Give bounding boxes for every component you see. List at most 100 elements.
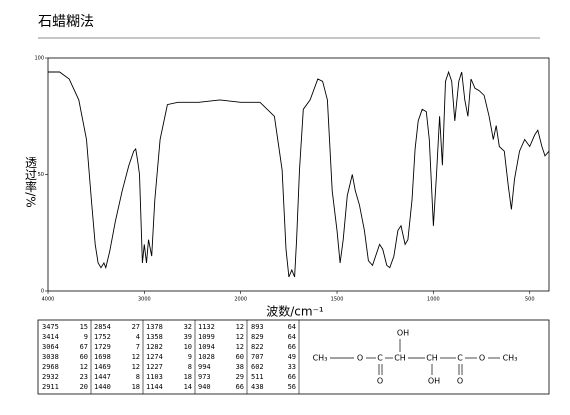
table-cell: 822 bbox=[251, 343, 264, 351]
atom: OH bbox=[428, 377, 440, 386]
table-cell: 12 bbox=[132, 363, 140, 371]
table-cell: 602 bbox=[251, 363, 264, 371]
table-cell: 18 bbox=[184, 373, 192, 381]
table-cell: 8 bbox=[188, 363, 192, 371]
x-tick-label: 1000 bbox=[427, 297, 440, 303]
table-frame bbox=[37, 319, 550, 395]
table-cell: 56 bbox=[288, 383, 296, 391]
table-cell: 9 bbox=[84, 333, 88, 341]
table-cell: 893 bbox=[251, 323, 264, 331]
y-tick-label: 100 bbox=[34, 56, 44, 62]
atom: CH₃ bbox=[503, 354, 518, 363]
atom: O bbox=[479, 354, 485, 363]
table-cell: 3475 bbox=[42, 323, 59, 331]
table-cell: 64 bbox=[288, 323, 296, 331]
atom: C bbox=[457, 354, 463, 363]
table-cell: 1099 bbox=[198, 333, 215, 341]
table-cell: 1274 bbox=[146, 353, 163, 361]
atom: C bbox=[377, 354, 383, 363]
y-axis-label: 透过率/% bbox=[24, 156, 38, 208]
table-cell: 511 bbox=[251, 373, 264, 381]
x-tick-label: 500 bbox=[525, 297, 535, 303]
table-cell: 60 bbox=[80, 353, 88, 361]
atom: OH bbox=[397, 329, 409, 338]
y-tick-label: 50 bbox=[38, 172, 44, 178]
x-tick-label: 3000 bbox=[138, 297, 151, 303]
x-axis-label: 波数/cm⁻¹ bbox=[266, 304, 324, 319]
table-cell: 1378 bbox=[146, 323, 163, 331]
atom: O bbox=[377, 377, 383, 386]
table-cell: 1469 bbox=[94, 363, 111, 371]
atom: O bbox=[457, 377, 463, 386]
table-cell: 12 bbox=[80, 363, 88, 371]
x-tick-label: 1500 bbox=[331, 297, 344, 303]
plot-frame bbox=[47, 57, 550, 292]
table-dividers bbox=[90, 320, 300, 394]
table-cell: 1028 bbox=[198, 353, 215, 361]
table-cell: 994 bbox=[198, 363, 211, 371]
table-cell: 10 bbox=[184, 343, 192, 351]
table-cell: 7 bbox=[136, 343, 140, 351]
x-tick-label: 4000 bbox=[42, 297, 55, 303]
atom: CH₃ bbox=[313, 354, 328, 363]
table-cell: 1440 bbox=[94, 383, 111, 391]
table-cell: 707 bbox=[251, 353, 264, 361]
table-cell: 1132 bbox=[198, 323, 215, 331]
table-cell: 15 bbox=[80, 323, 88, 331]
table-cell: 49 bbox=[288, 353, 296, 361]
table-cell: 1447 bbox=[94, 373, 111, 381]
table-cell: 66 bbox=[236, 383, 244, 391]
table-cell: 4 bbox=[136, 333, 140, 341]
structure-bonds bbox=[330, 339, 500, 375]
table-cell: 60 bbox=[236, 353, 244, 361]
table-cell: 3064 bbox=[42, 343, 59, 351]
table-cell: 1358 bbox=[146, 333, 163, 341]
spectrum-line bbox=[48, 70, 550, 278]
table-cell: 1752 bbox=[94, 333, 111, 341]
table-cell: 8 bbox=[136, 373, 140, 381]
atom: CH bbox=[394, 354, 406, 363]
table-cell: 39 bbox=[184, 333, 192, 341]
table-cell: 23 bbox=[80, 373, 88, 381]
table-cell: 12 bbox=[236, 343, 244, 351]
table-cell: 20 bbox=[80, 383, 88, 391]
table-cell: 1698 bbox=[94, 353, 111, 361]
table-cell: 32 bbox=[184, 323, 192, 331]
table-cell: 3038 bbox=[42, 353, 59, 361]
table-cell: 38 bbox=[236, 363, 244, 371]
table-cell: 973 bbox=[198, 373, 211, 381]
table-cell: 66 bbox=[288, 373, 296, 381]
table-cell: 29 bbox=[236, 373, 244, 381]
table-cell: 438 bbox=[251, 383, 264, 391]
table-cell: 14 bbox=[184, 383, 192, 391]
table-cell: 2911 bbox=[42, 383, 59, 391]
table-cell: 66 bbox=[288, 343, 296, 351]
table-cell: 9 bbox=[188, 353, 192, 361]
table-cell: 12 bbox=[236, 323, 244, 331]
table-cell: 1094 bbox=[198, 343, 215, 351]
atom: CH bbox=[426, 354, 438, 363]
atom: O bbox=[357, 354, 363, 363]
table-cell: 1144 bbox=[146, 383, 163, 391]
table-cell: 1729 bbox=[94, 343, 111, 351]
table-cell: 64 bbox=[288, 333, 296, 341]
table-cell: 2854 bbox=[94, 323, 111, 331]
table-cell: 2968 bbox=[42, 363, 59, 371]
table-cell: 2932 bbox=[42, 373, 59, 381]
table-cell: 1103 bbox=[146, 373, 163, 381]
table-cell: 3414 bbox=[42, 333, 59, 341]
table-cell: 1227 bbox=[146, 363, 163, 371]
table-cell: 67 bbox=[80, 343, 88, 351]
table-cell: 940 bbox=[198, 383, 211, 391]
table-cell: 12 bbox=[236, 333, 244, 341]
table-cell: 829 bbox=[251, 333, 264, 341]
y-tick-label: 0 bbox=[41, 289, 44, 295]
x-tick-label: 2000 bbox=[234, 297, 247, 303]
table-cell: 27 bbox=[132, 323, 140, 331]
table-cell: 12 bbox=[132, 353, 140, 361]
table-cell: 18 bbox=[132, 383, 140, 391]
table-cell: 1282 bbox=[146, 343, 163, 351]
table-cell: 33 bbox=[288, 363, 296, 371]
page-title: 石蜡糊法 bbox=[38, 14, 94, 30]
